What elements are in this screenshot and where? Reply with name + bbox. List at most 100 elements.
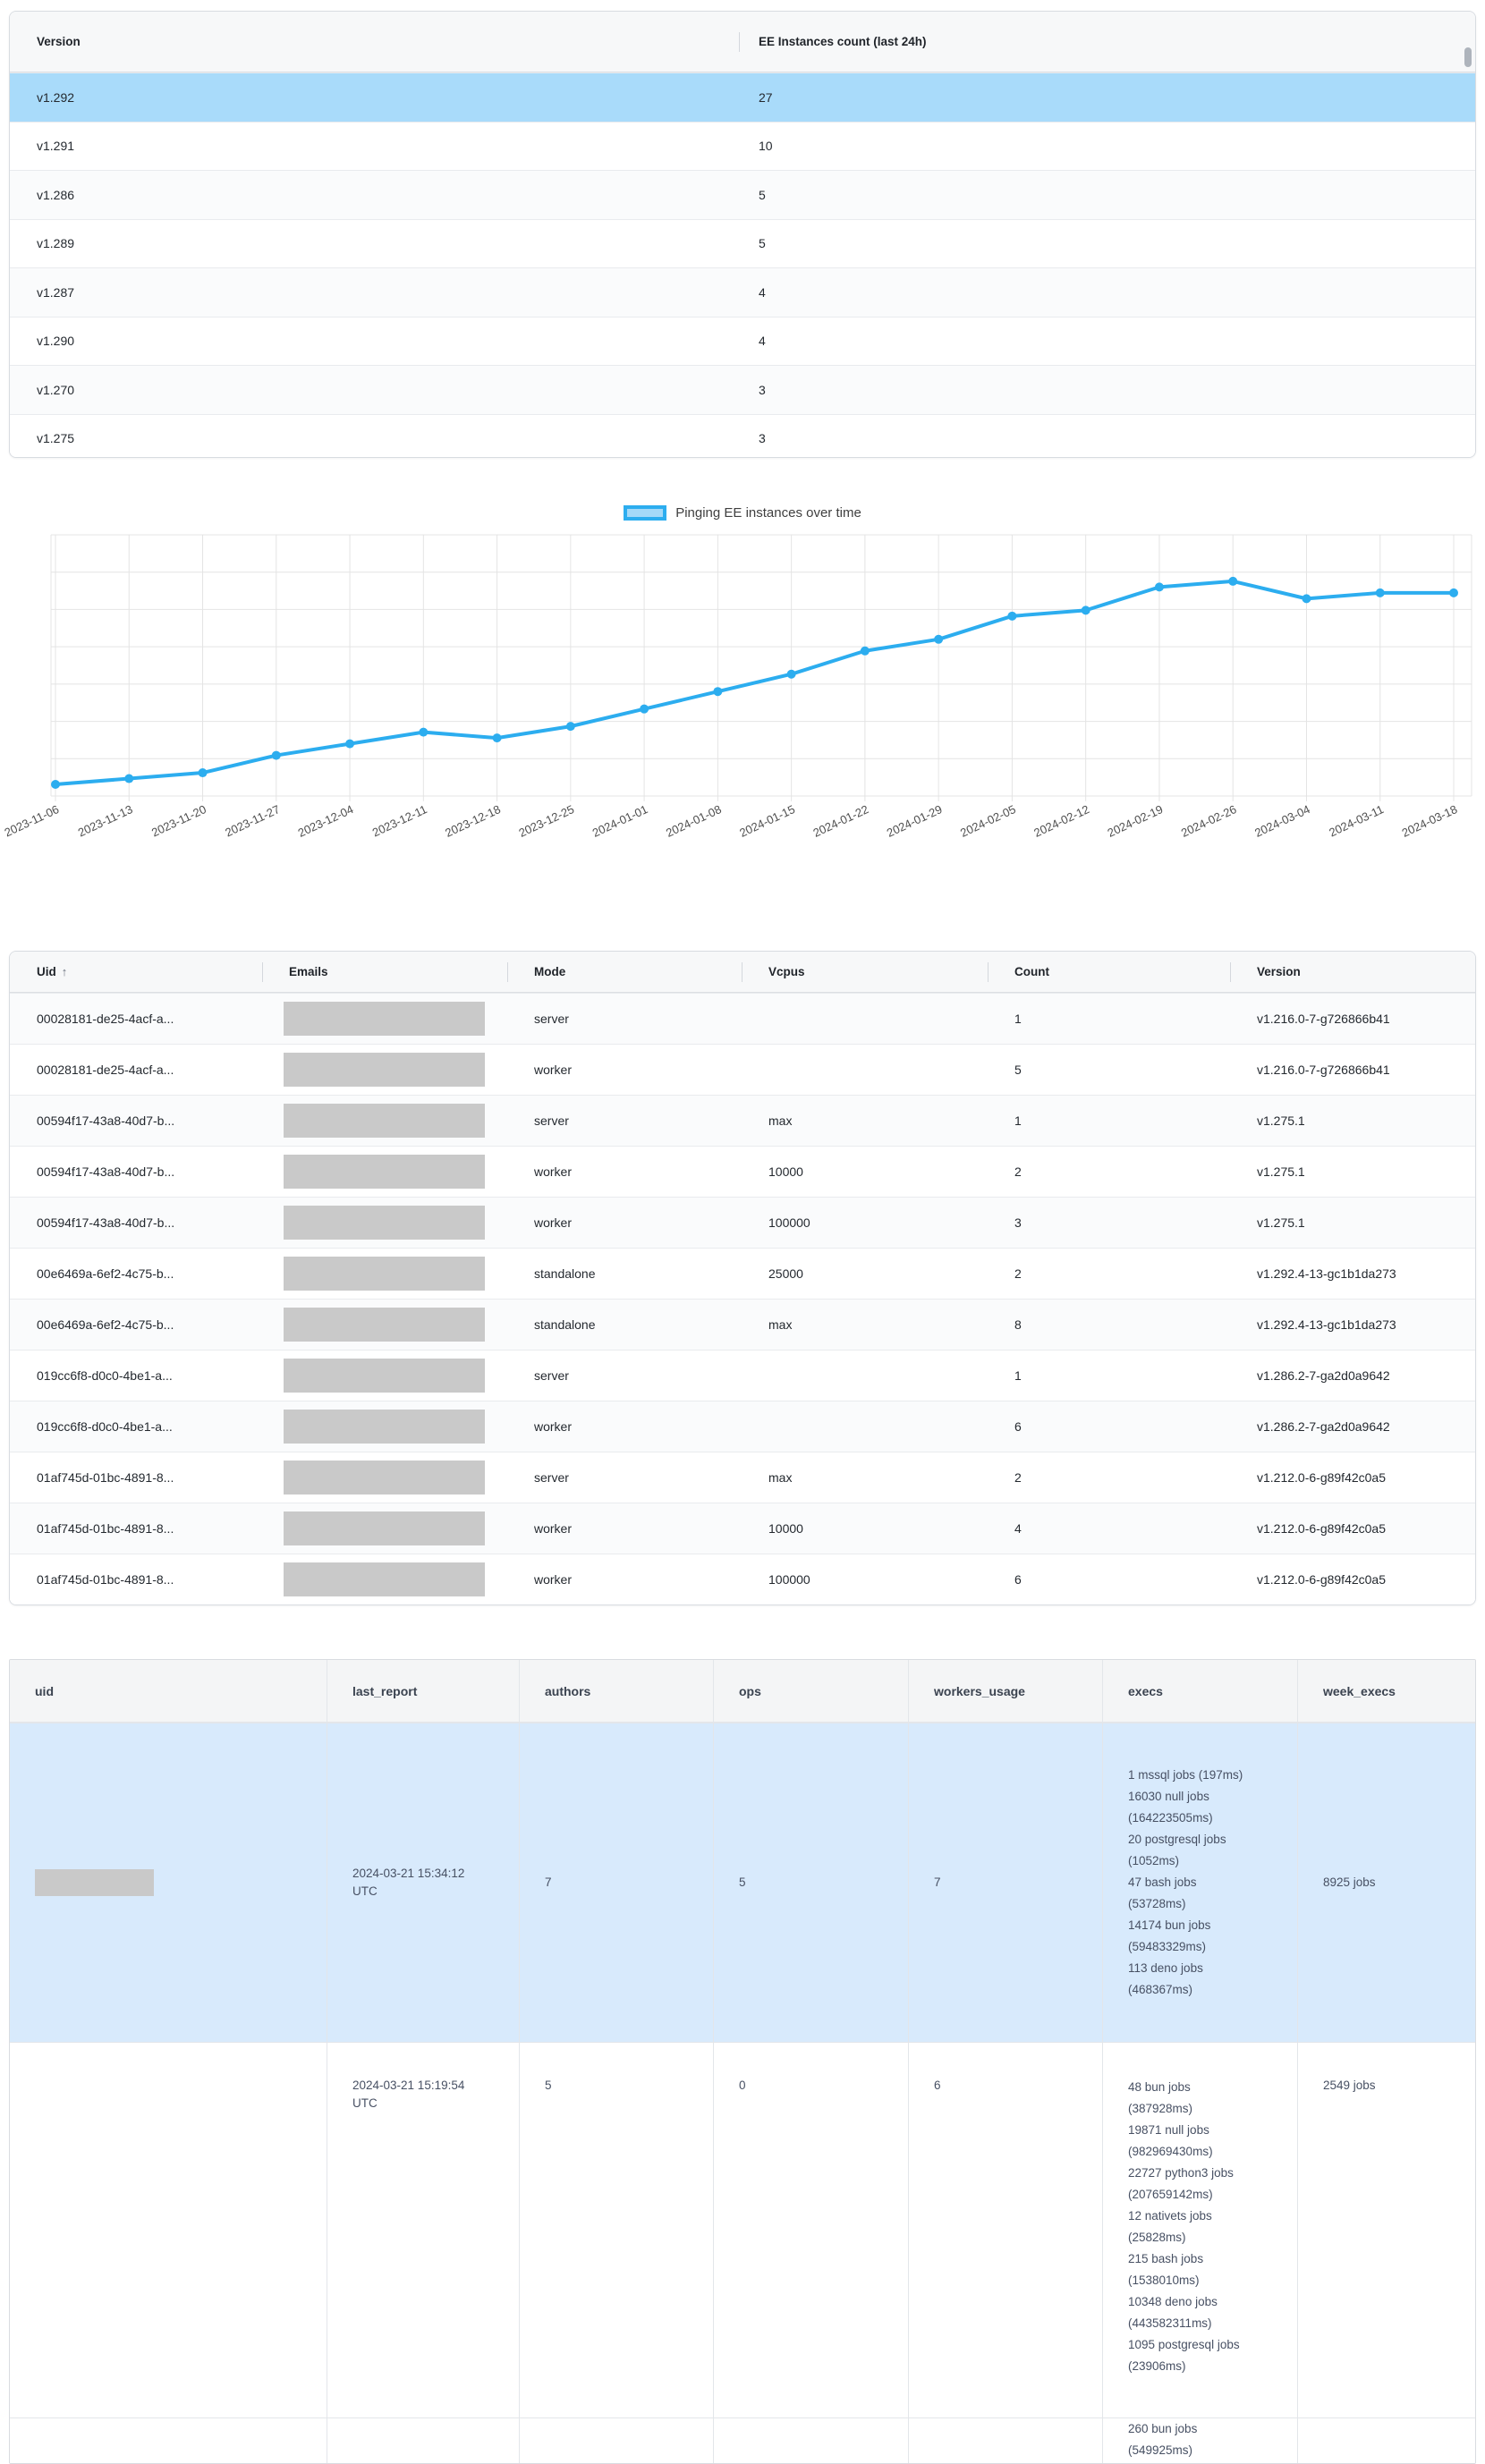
instances-table: Uid ↑ Emails Mode Vcpus Count Version 000…	[9, 951, 1476, 1605]
emails-cell	[262, 1206, 507, 1240]
instance-row[interactable]: 00028181-de25-4acf-a... server 1 v1.216.…	[10, 993, 1475, 1044]
instance-row[interactable]: 01af745d-01bc-4891-8... server max 2 v1.…	[10, 1452, 1475, 1503]
redacted-email	[284, 1511, 485, 1545]
column-header-week-execs[interactable]: week_execs	[1323, 1683, 1396, 1698]
count-cell: 1	[1014, 1113, 1022, 1128]
x-axis-tick-label: 2024-02-12	[1031, 802, 1091, 840]
week-execs-cell: 2549 jobs	[1323, 2079, 1376, 2092]
emails-cell	[262, 1511, 507, 1545]
redacted-email	[284, 1155, 485, 1189]
column-header-mode[interactable]: Mode	[507, 965, 742, 978]
version-cell: v1.292	[37, 89, 75, 105]
instance-row[interactable]: 00594f17-43a8-40d7-b... server max 1 v1.…	[10, 1095, 1475, 1146]
redacted-email	[284, 1206, 485, 1240]
legend-swatch[interactable]	[624, 505, 667, 521]
version-cell: v1.275.1	[1257, 1113, 1305, 1128]
column-header-workers-usage[interactable]: workers_usage	[909, 1660, 1103, 1722]
workers-usage-cell	[909, 2418, 1103, 2463]
instance-row[interactable]: 00594f17-43a8-40d7-b... worker 10000 2 v…	[10, 1146, 1475, 1197]
column-header-last-report[interactable]: last_report	[327, 1660, 520, 1722]
vertical-scrollbar-thumb[interactable]	[1464, 47, 1472, 67]
report-row[interactable]: 2024-03-21 15:19:54 UTC 5 0 6 48 bun job…	[10, 2042, 1475, 2417]
x-axis-tick-label: 2024-03-18	[1400, 802, 1460, 840]
column-header-ops[interactable]: ops	[714, 1660, 909, 1722]
column-header-execs[interactable]: execs	[1103, 1660, 1298, 1722]
version-row[interactable]: v1.275 3	[10, 413, 1475, 457]
authors-cell: 5	[520, 2043, 714, 2417]
vcpus-cell: 25000	[768, 1266, 803, 1281]
emails-cell	[262, 1308, 507, 1342]
legend-label[interactable]: Pinging EE instances over time	[675, 505, 861, 521]
last-report-cell: 2024-03-21 15:34:12 UTC	[327, 1723, 520, 2042]
count-cell: 1	[1014, 1012, 1022, 1026]
report-row[interactable]: 260 bun jobs (549925ms) 21 mysql jobs (1…	[10, 2417, 1475, 2463]
column-header-uid[interactable]: Uid ↑	[37, 965, 68, 978]
redacted-email	[284, 1053, 485, 1087]
count-cell: 6	[1014, 1419, 1022, 1434]
versions-table-header: Version EE Instances count (last 24h)	[10, 12, 1475, 72]
count-cell: 3	[1014, 1215, 1022, 1230]
instance-row[interactable]: 00028181-de25-4acf-a... worker 5 v1.216.…	[10, 1044, 1475, 1095]
vcpus-cell: 10000	[768, 1521, 803, 1536]
instance-row[interactable]: 00594f17-43a8-40d7-b... worker 100000 3 …	[10, 1197, 1475, 1248]
authors-cell	[520, 2418, 714, 2463]
x-axis-tick-label: 2024-01-22	[811, 802, 871, 840]
version-cell: v1.270	[37, 382, 75, 397]
column-header-uid[interactable]: uid	[10, 1660, 327, 1722]
vcpus-cell: 10000	[768, 1164, 803, 1179]
version-row[interactable]: v1.270 3	[10, 365, 1475, 414]
mode-cell: standalone	[534, 1317, 596, 1332]
uid-cell: 00594f17-43a8-40d7-b...	[37, 1164, 175, 1179]
authors-cell: 7	[520, 1723, 714, 2042]
report-row[interactable]: 2024-03-21 15:34:12 UTC 7 5 7 1 mssql jo…	[10, 1723, 1475, 2042]
instance-row[interactable]: 019cc6f8-d0c0-4be1-a... server 1 v1.286.…	[10, 1350, 1475, 1401]
count-cell: 3	[759, 431, 766, 446]
column-header-count[interactable]: Count	[988, 965, 1230, 978]
chart-legend: Pinging EE instances over time	[0, 505, 1485, 521]
vcpus-cell: max	[768, 1113, 793, 1128]
instance-row[interactable]: 01af745d-01bc-4891-8... worker 100000 6 …	[10, 1554, 1475, 1605]
x-axis-tick-label: 2023-11-13	[76, 802, 135, 839]
column-header-authors[interactable]: authors	[520, 1660, 714, 1722]
mode-cell: server	[534, 1368, 569, 1383]
column-header-version[interactable]: Version	[1230, 965, 1475, 978]
instance-row[interactable]: 00e6469a-6ef2-4c75-b... standalone max 8…	[10, 1299, 1475, 1350]
last-report-cell: 2024-03-21 15:19:54 UTC	[327, 2043, 520, 2417]
version-cell: v1.291	[37, 139, 75, 154]
x-axis-tick-label: 2024-01-29	[885, 802, 945, 840]
version-cell: v1.292.4-13-gc1b1da273	[1257, 1317, 1396, 1332]
vcpus-cell: 100000	[768, 1572, 810, 1587]
version-row[interactable]: v1.290 4	[10, 316, 1475, 365]
count-cell: 4	[1014, 1521, 1022, 1536]
pinging-instances-chart: Pinging EE instances over time 2023-11-0…	[0, 496, 1485, 854]
uid-cell: 01af745d-01bc-4891-8...	[37, 1521, 174, 1536]
version-row[interactable]: v1.286 5	[10, 170, 1475, 219]
mode-cell: server	[534, 1012, 569, 1026]
count-cell: 5	[759, 187, 766, 202]
instances-table-header: Uid ↑ Emails Mode Vcpus Count Version	[10, 952, 1475, 993]
count-cell: 3	[759, 382, 766, 397]
version-row[interactable]: v1.291 10	[10, 121, 1475, 170]
execs-cell: 260 bun jobs (549925ms) 21 mysql jobs (1…	[1103, 2418, 1298, 2463]
column-header-version[interactable]: Version	[37, 35, 81, 48]
instance-row[interactable]: 00e6469a-6ef2-4c75-b... standalone 25000…	[10, 1248, 1475, 1299]
column-header-ee-instances-count[interactable]: EE Instances count (last 24h)	[739, 35, 1475, 48]
reports-table: uid last_report authors ops workers_usag…	[9, 1659, 1476, 2464]
emails-cell	[262, 1461, 507, 1494]
version-row[interactable]: v1.289 5	[10, 218, 1475, 267]
redacted-uid	[35, 1869, 154, 1896]
column-header-emails[interactable]: Emails	[262, 965, 507, 978]
version-cell: v1.216.0-7-g726866b41	[1257, 1063, 1390, 1077]
redacted-email	[284, 1002, 485, 1036]
sort-ascending-icon: ↑	[61, 965, 68, 978]
last-report-cell	[327, 2418, 520, 2463]
mode-cell: worker	[534, 1063, 573, 1077]
instance-row[interactable]: 01af745d-01bc-4891-8... worker 10000 4 v…	[10, 1503, 1475, 1554]
version-cell: v1.290	[37, 334, 75, 349]
column-header-vcpus[interactable]: Vcpus	[742, 965, 988, 978]
version-row[interactable]: v1.287 4	[10, 267, 1475, 317]
instance-row[interactable]: 019cc6f8-d0c0-4be1-a... worker 6 v1.286.…	[10, 1401, 1475, 1452]
uid-cell: 00594f17-43a8-40d7-b...	[37, 1215, 175, 1230]
version-row[interactable]: v1.292 27	[10, 72, 1475, 122]
count-cell: 5	[1014, 1063, 1022, 1077]
